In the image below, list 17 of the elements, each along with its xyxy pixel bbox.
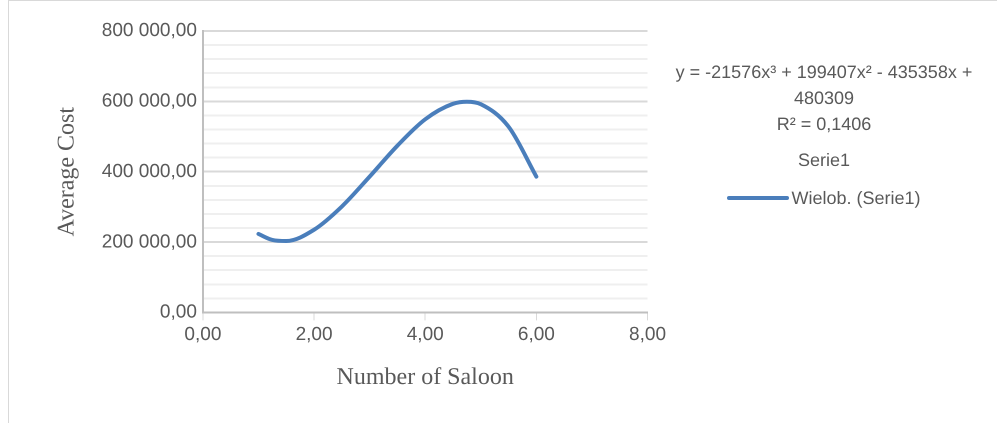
text: R² = 0,1406 — [776, 113, 872, 136]
y-tick-label: 400 000,00 — [102, 160, 197, 182]
x-tick-label: 6,00 — [518, 324, 555, 346]
x-tick-label: 2,00 — [296, 324, 333, 346]
text: Serie1 — [798, 149, 850, 172]
x-tick-label: 0,00 — [184, 324, 222, 346]
text: y = -21576x³ + 199407x² - 435358x + 480309 — [674, 61, 974, 110]
y-tick-label: 200 000,00 — [102, 231, 197, 252]
y-tick-label: 800 000,00 — [102, 20, 197, 42]
y-tick-label: 600 000,00 — [102, 90, 197, 112]
line-series — [256, 100, 538, 243]
x-axis-title: Number of Saloon — [336, 364, 514, 390]
y-tick-label: 0,00 — [160, 302, 197, 323]
x-tick-label: 4,00 — [406, 324, 444, 346]
legend-label: Wielob. (Serie1) — [791, 187, 921, 210]
y-axis-title: Average Cost — [54, 106, 80, 236]
x-tick-label: 8,00 — [629, 324, 666, 346]
